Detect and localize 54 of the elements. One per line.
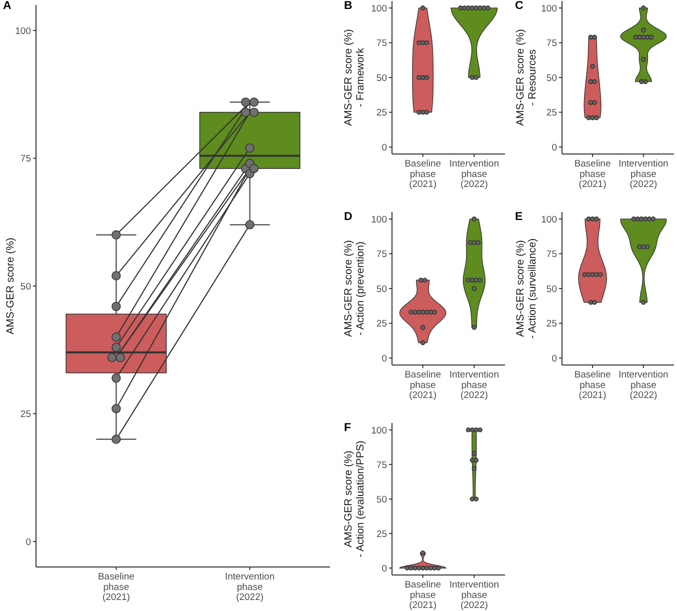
y-tick-label: 0: [382, 142, 387, 154]
x-tick-label: Baseline phase (2021): [574, 158, 611, 190]
x-tick-label: Intervention phase (2022): [449, 370, 500, 402]
y-axis-title: AMS-GER score (%) - Action (surveillance): [514, 238, 539, 339]
y-tick-label: 75: [376, 249, 387, 260]
y-tick-label: 0: [552, 142, 557, 154]
x-tick-label: Baseline phase (2021): [98, 572, 134, 604]
y-tick-label: 75: [546, 249, 557, 260]
y-axis-title: AMS-GER score (%) - Action (prevention): [342, 240, 367, 337]
x-tick-label: Baseline phase (2021): [404, 370, 442, 402]
y-tick-label: 75: [20, 154, 31, 165]
y-tick-label: 25: [376, 318, 387, 330]
x-tick-label: Baseline phase (2021): [404, 580, 442, 611]
y-tick-label: 100: [541, 214, 557, 226]
y-axis-title: AMS-GER score (%) - Framework: [342, 29, 367, 126]
y-tick-label: 50: [376, 72, 387, 84]
y-tick-label: 0: [382, 563, 387, 574]
y-axis-title: AMS-GER score (%) - Resources: [514, 29, 539, 126]
chart-title: A: [3, 0, 12, 13]
y-tick-label: 0: [26, 536, 31, 548]
chart-title: C: [515, 0, 524, 13]
x-tick-label: Intervention phase (2022): [449, 580, 500, 611]
x-tick-label: Intervention phase (2022): [449, 158, 500, 190]
y-tick-label: 75: [546, 38, 557, 50]
y-tick-label: 0: [382, 353, 387, 364]
y-tick-label: 100: [15, 26, 31, 37]
chart-title: E: [515, 211, 523, 224]
y-tick-label: 25: [376, 108, 387, 119]
y-tick-label: 50: [20, 281, 31, 292]
y-tick-label: 50: [546, 284, 557, 295]
y-tick-label: 100: [541, 3, 557, 14]
y-tick-label: 50: [376, 494, 387, 506]
y-tick-label: 25: [376, 528, 387, 540]
y-axis-title: AMS-GER score (%): [4, 238, 17, 334]
chart-title: F: [344, 422, 352, 435]
y-tick-label: 75: [376, 460, 387, 471]
chart-title: D: [344, 211, 352, 224]
chart-title: B: [344, 0, 352, 13]
y-tick-label: 25: [546, 108, 557, 119]
y-tick-label: 75: [376, 38, 387, 50]
y-tick-label: 100: [371, 425, 387, 436]
y-tick-label: 50: [376, 284, 387, 295]
y-tick-label: 25: [20, 409, 31, 420]
x-tick-label: Intervention phase (2022): [618, 158, 668, 190]
x-tick-label: Intervention phase (2022): [224, 572, 275, 604]
x-tick-label: Baseline phase (2021): [574, 370, 611, 402]
y-tick-label: 50: [546, 72, 557, 84]
y-tick-label: 100: [371, 3, 387, 14]
y-tick-label: 0: [552, 353, 557, 364]
y-tick-label: 100: [371, 214, 387, 226]
x-tick-label: Intervention phase (2022): [618, 370, 668, 402]
y-tick-label: 25: [546, 318, 557, 330]
x-tick-label: Baseline phase (2021): [404, 158, 442, 190]
y-axis-title: AMS-GER score (%) - Action (evaluation/PPS): [342, 440, 367, 558]
